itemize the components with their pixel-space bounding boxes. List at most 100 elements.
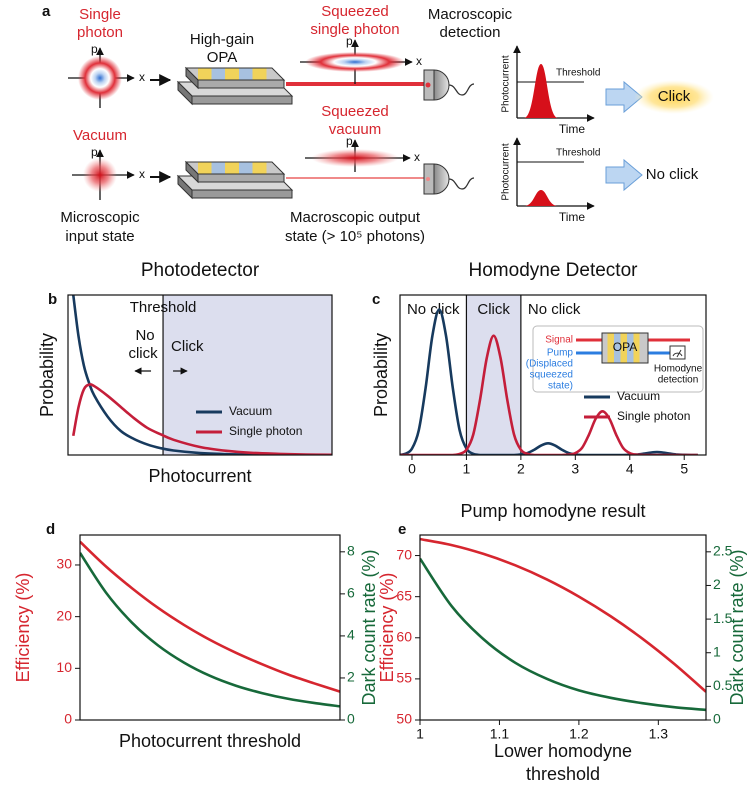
detector: [423, 163, 475, 195]
y2-tick-label: 2.5: [713, 543, 733, 559]
opa-label: OPA: [207, 49, 238, 66]
series-line: [80, 552, 340, 708]
p-label: p: [91, 145, 98, 159]
x-tick-label: 5: [680, 461, 688, 477]
y-tick-label: 20: [56, 607, 72, 623]
single-photon-label: photon: [77, 24, 123, 41]
single-photon-state: [78, 56, 122, 100]
x-tick-label: 1: [463, 461, 471, 477]
meter: [672, 349, 683, 358]
opa-label: High-gain: [190, 31, 254, 48]
time-label: Time: [559, 122, 586, 136]
y2-axis-label: Dark count rate (%): [727, 549, 747, 705]
plot-frame: [399, 294, 707, 456]
single-photon-label: Single: [79, 6, 121, 23]
p-label: p: [346, 34, 353, 48]
y-axis-label: Efficiency (%): [13, 573, 33, 683]
legend-label: Vacuum: [617, 389, 660, 403]
region-label: Click: [477, 301, 510, 318]
y-axis-label: Efficiency (%): [377, 573, 397, 683]
series-line: [420, 557, 706, 712]
y2-tick-label: 0: [347, 711, 355, 727]
photocurrent-plot: [513, 137, 595, 210]
y-axis-label: Probability: [37, 333, 57, 417]
squeezed-single-photon-state: [305, 52, 405, 72]
pump-label: (Displaced: [526, 359, 573, 370]
vacuum-label: Vacuum: [73, 127, 127, 144]
x-tick-label: 4: [626, 461, 634, 477]
x-label: x: [139, 70, 145, 84]
x-axis-label: Pump homodyne result: [460, 501, 645, 521]
block-arrow: [605, 80, 643, 114]
no-click-label: No click: [646, 166, 699, 183]
y2-tick-label: 2: [347, 669, 355, 685]
y-tick-label: 55: [396, 670, 412, 686]
no-click-label: click: [128, 345, 158, 362]
opa-crystal: [176, 66, 294, 106]
squeezed-single-photon-label: Squeezed: [321, 3, 389, 20]
region-label: No click: [407, 301, 460, 318]
input-state-label: input state: [65, 228, 134, 245]
opa-box: [601, 332, 649, 364]
pump-label: Pump: [547, 348, 574, 359]
panel-label: a: [42, 3, 51, 20]
x-tick-label: 1: [416, 726, 424, 742]
photocurrent-label: Photocurrent: [501, 143, 512, 200]
p-label: p: [91, 42, 98, 56]
output-state-label: state (> 10⁵ photons): [285, 228, 425, 245]
photocurrent-plot: [513, 45, 595, 122]
y2-axis-label: Dark count rate (%): [359, 549, 379, 705]
time-label: Time: [559, 210, 586, 224]
panel-label: e: [398, 521, 406, 538]
input-state-label: Microscopic: [60, 209, 140, 226]
y-axis-label: Probability: [371, 333, 391, 417]
series-line: [80, 540, 340, 693]
squeezed-single-photon-label: single photon: [310, 21, 399, 38]
plot-frame: [79, 534, 341, 721]
x-label: x: [414, 150, 420, 164]
x-axis-label: Lower homodyne: [494, 741, 632, 761]
block-arrow: [605, 158, 643, 192]
series-line: [420, 537, 706, 693]
x-label: x: [416, 54, 422, 68]
pump-label: squeezed: [530, 370, 573, 381]
click-glow: [634, 80, 714, 114]
squeezed-vacuum-label: Squeezed: [321, 103, 389, 120]
vacuum-state: [83, 158, 117, 192]
threshold-label: Threshold: [130, 299, 197, 316]
panel-label: b: [48, 291, 57, 308]
y2-tick-label: 0.5: [713, 677, 733, 693]
x-tick-label: 0: [408, 461, 416, 477]
photocurrent-label: Photocurrent: [501, 55, 512, 112]
y-tick-label: 0: [64, 711, 72, 727]
x-axis-label: Photocurrent threshold: [119, 731, 301, 751]
x-tick-label: 1.2: [569, 726, 589, 742]
threshold-label: Threshold: [556, 148, 600, 159]
x-tick-label: 1.3: [649, 726, 669, 742]
y-tick-label: 65: [396, 587, 412, 603]
x-axis-label: threshold: [526, 764, 600, 784]
opa-label: OPA: [613, 340, 637, 354]
y2-tick-label: 8: [347, 543, 355, 559]
region-label: No click: [528, 301, 581, 318]
click-label: Click: [171, 338, 204, 355]
detection-label: detection: [440, 24, 501, 41]
y-tick-label: 30: [56, 556, 72, 572]
series-line: [400, 308, 698, 455]
pump-label: state): [548, 381, 573, 392]
panel-label: c: [372, 291, 380, 308]
x-label: x: [139, 167, 145, 181]
y-tick-label: 50: [396, 711, 412, 727]
click-label: Click: [658, 88, 691, 105]
plot-frame: [67, 294, 333, 456]
opa-crystal: [176, 160, 294, 200]
panel-title: Photodetector: [141, 260, 260, 281]
legend-label: Single photon: [617, 409, 690, 423]
y2-tick-label: 1: [713, 643, 721, 659]
y2-tick-label: 4: [347, 627, 355, 643]
legend-label: Vacuum: [229, 404, 272, 418]
y-tick-label: 10: [56, 659, 72, 675]
